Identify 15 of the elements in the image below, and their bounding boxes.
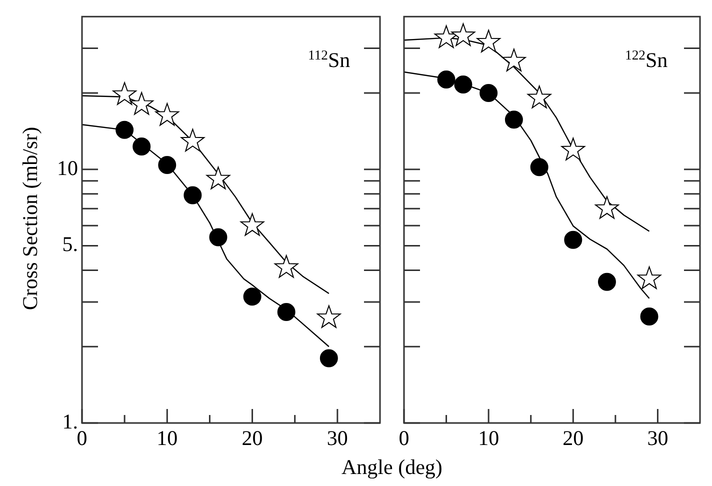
x-axis-title: Angle (deg) bbox=[342, 455, 442, 480]
y-tick-label: 10 bbox=[57, 156, 78, 180]
x-tick-label: 30 bbox=[326, 426, 348, 450]
x-tick-label: 20 bbox=[242, 426, 263, 450]
x-tick-label: 0 bbox=[76, 426, 88, 450]
y-axis-title: Cross Section (mb/sr) bbox=[18, 126, 43, 310]
x-tick-label: 30 bbox=[647, 426, 668, 450]
y-tick-label: 1. bbox=[62, 410, 78, 434]
y-tick-label: 5. bbox=[62, 232, 78, 256]
annotation: $^{122}$Sn bbox=[625, 48, 668, 73]
annotation: $^{112}$Sn bbox=[308, 48, 350, 73]
x-tick-label: 10 bbox=[478, 426, 500, 450]
x-tick-label: 10 bbox=[156, 426, 178, 450]
x-tick-label: 20 bbox=[562, 426, 584, 450]
x-tick-label: 0 bbox=[398, 426, 410, 450]
